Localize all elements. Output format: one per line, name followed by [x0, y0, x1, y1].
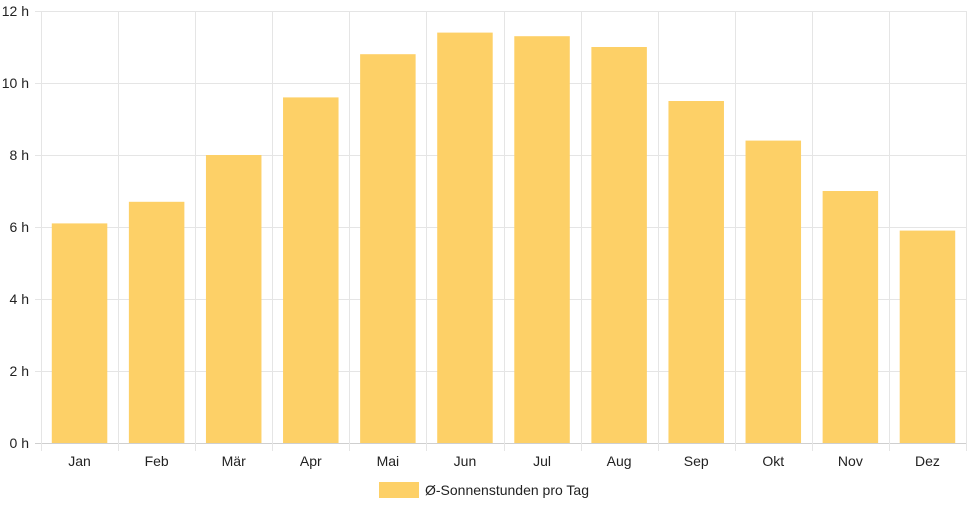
bar[interactable] — [128, 201, 185, 443]
x-tick-label: Jul — [533, 453, 551, 469]
bar[interactable] — [591, 47, 647, 443]
x-tick-label: Mär — [222, 453, 246, 469]
x-tick-label: Okt — [762, 453, 784, 469]
bar[interactable] — [668, 101, 724, 443]
legend-label: Ø-Sonnenstunden pro Tag — [425, 482, 589, 498]
bar-chart: 0 h 2 h 4 h 6 h 8 h 10 h 12 h Jan Feb Mär Apr Mai Ju… — [2, 3, 967, 469]
bar[interactable] — [51, 223, 108, 443]
legend[interactable]: Ø-Sonnenstunden pro Tag — [0, 478, 968, 502]
bar[interactable] — [514, 36, 570, 443]
x-tick-label: Apr — [300, 453, 322, 469]
y-tick-label: 12 h — [2, 3, 29, 19]
x-tick-label: Nov — [838, 453, 863, 469]
x-tick-label: Dez — [915, 453, 940, 469]
x-tick-label: Sep — [684, 453, 709, 469]
y-tick-label: 2 h — [10, 363, 29, 379]
y-tick-label: 10 h — [2, 75, 29, 91]
x-tick-label: Jun — [454, 453, 477, 469]
bar[interactable] — [822, 191, 879, 443]
y-tick-label: 0 h — [10, 435, 29, 451]
bar[interactable] — [745, 140, 802, 443]
bar[interactable] — [205, 155, 262, 443]
legend-swatch — [379, 482, 419, 498]
x-tick-label: Mai — [377, 453, 400, 469]
bar[interactable] — [360, 54, 416, 443]
x-tick-label: Aug — [607, 453, 632, 469]
y-tick-label: 8 h — [10, 147, 29, 163]
y-tick-label: 4 h — [10, 291, 29, 307]
bar[interactable] — [899, 230, 956, 443]
x-tick-label: Feb — [145, 453, 169, 469]
bar[interactable] — [283, 97, 339, 444]
y-tick-label: 6 h — [10, 219, 29, 235]
x-tick-label: Jan — [68, 453, 91, 469]
bar[interactable] — [437, 32, 493, 443]
